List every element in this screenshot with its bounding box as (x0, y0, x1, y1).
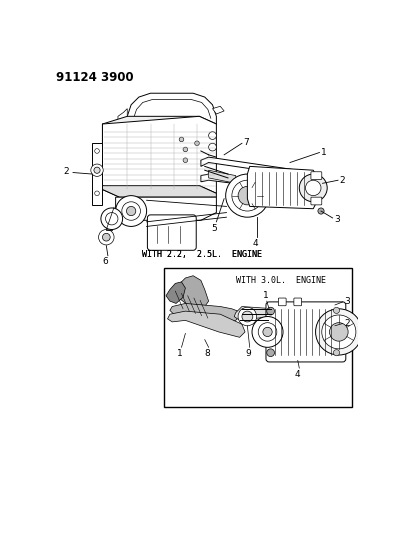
Circle shape (252, 317, 283, 348)
Text: WITH 3.0L.  ENGINE: WITH 3.0L. ENGINE (236, 276, 326, 285)
Circle shape (263, 327, 272, 336)
Text: 9: 9 (245, 349, 251, 358)
Text: 2: 2 (344, 319, 350, 328)
FancyBboxPatch shape (294, 298, 302, 306)
Polygon shape (209, 170, 236, 183)
FancyBboxPatch shape (311, 197, 322, 205)
Bar (164, 268, 352, 407)
Circle shape (102, 233, 110, 241)
Text: 8: 8 (204, 349, 210, 358)
Circle shape (122, 202, 140, 220)
Text: 3: 3 (334, 215, 340, 224)
Text: 4: 4 (295, 370, 300, 378)
Polygon shape (166, 282, 185, 303)
Circle shape (258, 322, 277, 341)
Circle shape (226, 174, 269, 217)
Circle shape (299, 174, 327, 202)
Polygon shape (170, 303, 242, 322)
Text: 91124 3900: 91124 3900 (56, 71, 134, 84)
Circle shape (95, 191, 100, 196)
Polygon shape (116, 197, 217, 220)
Polygon shape (127, 93, 217, 124)
Circle shape (267, 308, 275, 315)
Polygon shape (174, 276, 209, 309)
Polygon shape (102, 116, 217, 132)
Polygon shape (201, 174, 294, 191)
Circle shape (183, 147, 188, 152)
Polygon shape (92, 143, 102, 205)
Circle shape (238, 187, 257, 205)
Text: 2: 2 (64, 167, 69, 176)
Circle shape (179, 137, 184, 142)
Circle shape (334, 350, 339, 356)
Text: 6: 6 (103, 257, 108, 266)
Polygon shape (118, 109, 127, 124)
Circle shape (195, 141, 199, 146)
Polygon shape (102, 124, 119, 197)
Circle shape (209, 132, 217, 140)
Circle shape (306, 180, 321, 196)
Circle shape (316, 309, 362, 355)
Circle shape (322, 315, 356, 349)
FancyBboxPatch shape (278, 298, 286, 306)
Text: 1: 1 (263, 292, 269, 301)
Circle shape (99, 230, 114, 245)
Circle shape (116, 196, 146, 227)
Polygon shape (102, 185, 217, 197)
Polygon shape (248, 166, 317, 209)
Text: 7: 7 (243, 138, 248, 147)
Polygon shape (168, 311, 245, 337)
Polygon shape (234, 306, 275, 320)
Polygon shape (213, 106, 224, 114)
Polygon shape (201, 157, 298, 175)
Text: 2: 2 (339, 176, 345, 185)
Circle shape (209, 143, 217, 151)
Circle shape (238, 308, 257, 326)
Text: WITH 2.2,  2.5L.  ENGINE: WITH 2.2, 2.5L. ENGINE (142, 249, 262, 259)
Circle shape (101, 208, 123, 230)
Circle shape (334, 308, 339, 313)
Text: 4: 4 (252, 239, 258, 248)
Circle shape (183, 158, 188, 163)
Circle shape (242, 311, 253, 322)
Circle shape (318, 208, 324, 214)
Circle shape (330, 322, 348, 341)
FancyBboxPatch shape (311, 172, 322, 180)
Circle shape (267, 349, 275, 357)
Text: 1: 1 (177, 349, 183, 358)
Text: 5: 5 (211, 224, 217, 233)
FancyBboxPatch shape (147, 215, 196, 251)
Circle shape (95, 149, 100, 154)
Circle shape (232, 180, 263, 211)
Circle shape (91, 164, 103, 176)
Circle shape (127, 206, 136, 216)
Circle shape (105, 213, 118, 225)
Circle shape (94, 167, 100, 173)
Text: 1: 1 (321, 148, 327, 157)
Text: 3: 3 (344, 297, 350, 306)
FancyBboxPatch shape (266, 302, 346, 362)
Text: WITH 2.2,  2.5L.  ENGINE: WITH 2.2, 2.5L. ENGINE (142, 251, 262, 259)
Polygon shape (102, 116, 217, 193)
